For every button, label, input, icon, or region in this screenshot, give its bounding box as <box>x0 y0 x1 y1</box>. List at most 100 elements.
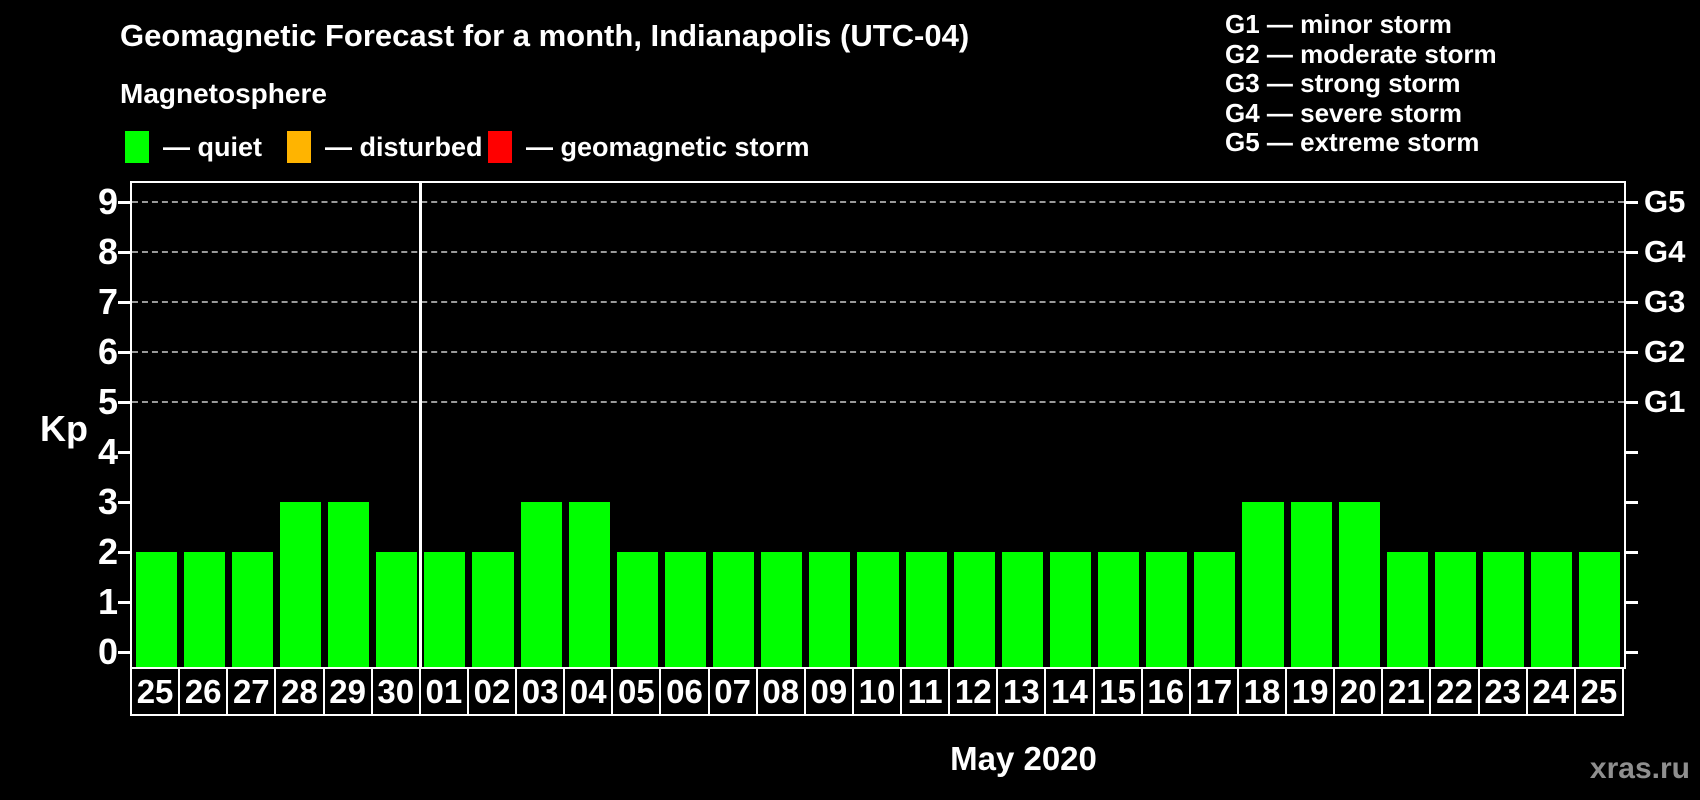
right-tick-kp-5 <box>1626 400 1638 404</box>
day-label-10: 10 <box>851 667 903 716</box>
kp-bar-day-29 <box>328 502 370 667</box>
kp-bar-day-25 <box>1579 552 1621 667</box>
day-label-28: 28 <box>274 667 325 716</box>
storm-scale-line: G2 — moderate storm <box>1225 38 1497 69</box>
kp-bar-day-06 <box>664 552 707 667</box>
day-label-20: 20 <box>1333 667 1384 716</box>
legend-item-label: — disturbed <box>325 131 483 162</box>
right-tick-kp-0 <box>1626 650 1638 654</box>
left-tick-kp-4 <box>118 450 130 454</box>
kp-bar-day-01 <box>424 552 466 667</box>
kp-bar-day-02 <box>472 552 514 667</box>
y-tick-label-6: 6 <box>97 331 118 372</box>
kp-bar-day-21 <box>1386 552 1428 667</box>
y-tick-label-0: 0 <box>97 631 118 672</box>
day-label-08: 08 <box>755 667 806 716</box>
kp-bar-day-07 <box>713 552 755 667</box>
gridline-kp-7 <box>132 301 1624 303</box>
gridline-kp-9 <box>132 201 1624 203</box>
day-label-07: 07 <box>707 667 758 716</box>
plot-area <box>130 181 1626 669</box>
kp-bar-day-10 <box>857 552 899 667</box>
y-axis-title: Kp <box>40 408 88 449</box>
left-tick-kp-6 <box>118 350 130 354</box>
kp-bar-day-27 <box>231 552 273 667</box>
left-tick-kp-1 <box>118 600 130 604</box>
left-tick-kp-9 <box>118 200 130 204</box>
right-tick-kp-2 <box>1626 550 1638 554</box>
kp-bar-day-20 <box>1338 502 1380 667</box>
left-tick-kp-3 <box>118 500 130 504</box>
y-tick-label-4: 4 <box>97 431 118 472</box>
magnetosphere-label: Magnetosphere <box>120 78 327 109</box>
kp-bar-day-13 <box>1001 552 1043 667</box>
kp-bar-day-18 <box>1242 502 1284 667</box>
storm-scale-line: G4 — severe storm <box>1225 97 1463 128</box>
day-label-29: 29 <box>322 667 373 716</box>
day-label-27: 27 <box>226 667 277 716</box>
right-axis-label-G5: G5 <box>1644 184 1686 219</box>
day-label-25: 25 <box>130 667 181 716</box>
watermark: xras.ru <box>1589 752 1690 785</box>
legend-item-storm: — geomagnetic storm <box>488 128 810 166</box>
kp-bar-day-23 <box>1483 552 1525 667</box>
day-label-23: 23 <box>1477 667 1528 716</box>
kp-bar-day-15 <box>1098 552 1140 667</box>
kp-bar-day-04 <box>568 502 610 667</box>
right-tick-kp-8 <box>1626 250 1638 254</box>
y-tick-label-2: 2 <box>97 531 118 572</box>
kp-bar-day-25 <box>135 552 177 667</box>
day-label-30: 30 <box>370 667 421 716</box>
storm-scale-line: G5 — extreme storm <box>1225 127 1480 157</box>
chart-title: Geomagnetic Forecast for a month, Indian… <box>120 18 970 53</box>
storm-scale-line: G3 — strong storm <box>1225 68 1461 98</box>
day-label-21: 21 <box>1381 667 1432 716</box>
day-label-16: 16 <box>1140 667 1191 716</box>
left-tick-kp-2 <box>118 550 130 554</box>
month-boundary-line <box>419 183 423 667</box>
legend-item-label: — quiet <box>163 131 262 162</box>
day-label-04: 04 <box>563 667 614 716</box>
legend-item-label: — geomagnetic storm <box>526 131 810 162</box>
gridline-kp-6 <box>132 351 1624 353</box>
day-label-26: 26 <box>178 667 229 716</box>
day-label-14: 14 <box>1044 667 1095 716</box>
right-axis-label-G4: G4 <box>1644 234 1686 269</box>
kp-bar-day-26 <box>183 552 225 667</box>
kp-bar-day-08 <box>761 552 803 667</box>
right-axis-label-G3: G3 <box>1644 284 1686 319</box>
y-tick-label-1: 1 <box>97 581 118 622</box>
left-tick-kp-8 <box>118 250 130 254</box>
day-label-01: 01 <box>418 667 469 716</box>
kp-bar-day-05 <box>616 552 658 667</box>
day-label-13: 13 <box>996 667 1047 716</box>
kp-bar-day-16 <box>1146 552 1188 667</box>
legend-item-disturbed: — disturbed <box>287 128 483 166</box>
right-tick-kp-4 <box>1626 450 1638 454</box>
kp-bar-day-30 <box>376 552 418 667</box>
kp-bar-day-12 <box>953 552 995 667</box>
right-tick-kp-6 <box>1626 350 1638 354</box>
right-tick-kp-9 <box>1626 200 1638 204</box>
storm-color-swatch <box>488 131 512 163</box>
kp-bar-day-14 <box>1049 552 1092 667</box>
day-label-18: 18 <box>1236 667 1288 716</box>
day-label-19: 19 <box>1285 667 1336 716</box>
day-label-06: 06 <box>659 667 710 716</box>
kp-bar-day-11 <box>905 552 947 667</box>
kp-bar-day-28 <box>279 502 321 667</box>
storm-scale-legend: G1 — minor storm G2 — moderate storm G3 — … <box>1225 9 1497 158</box>
y-tick-label-5: 5 <box>97 381 118 422</box>
day-label-05: 05 <box>611 667 662 716</box>
left-tick-kp-7 <box>118 300 130 304</box>
x-axis-title: May 2020 <box>950 740 1097 777</box>
quiet-color-swatch <box>125 131 149 163</box>
kp-bar-day-24 <box>1531 552 1573 667</box>
right-tick-kp-1 <box>1626 600 1638 604</box>
kp-bar-day-03 <box>520 502 562 667</box>
day-label-24: 24 <box>1525 667 1576 716</box>
day-label-17: 17 <box>1188 667 1239 716</box>
gridline-kp-8 <box>132 251 1624 253</box>
y-tick-label-3: 3 <box>97 481 118 522</box>
